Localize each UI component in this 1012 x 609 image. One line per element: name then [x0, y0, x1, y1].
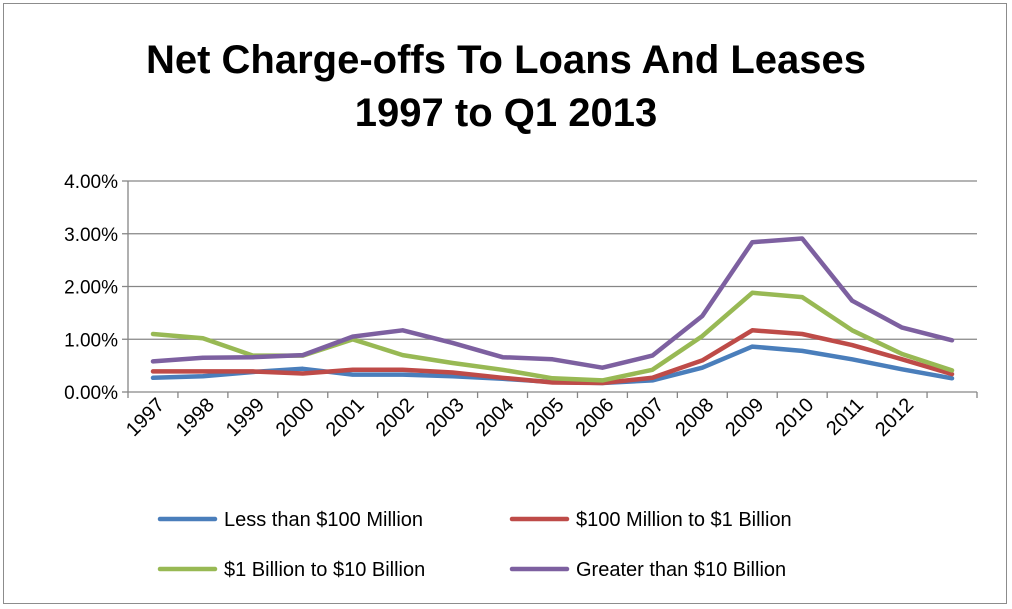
x-tick-label: 1999 — [222, 394, 269, 441]
series-line — [150, 236, 955, 370]
x-tick-label: 2002 — [372, 394, 419, 441]
y-tick-label: 3.00% — [64, 225, 118, 246]
x-tick-label: 2006 — [571, 394, 618, 441]
y-tick-label: 0.00% — [64, 383, 118, 404]
chart-title-line-1: Net Charge-offs To Loans And Leases — [145, 38, 867, 82]
chart-title: Net Charge-offs To Loans And Leases 1997… — [0, 34, 1012, 140]
legend-label: Greater than $10 Billion — [576, 559, 786, 581]
x-tick-label: 2010 — [771, 394, 818, 441]
x-tick-label: 2004 — [472, 394, 519, 441]
x-tick-label: 2011 — [822, 394, 868, 440]
x-tick-label: 2008 — [671, 394, 718, 441]
y-tick-label: 1.00% — [64, 330, 118, 351]
legend-label: $100 Million to $1 Billion — [576, 509, 792, 531]
legend-label: Less than $100 Million — [224, 509, 423, 531]
y-tick-label: 2.00% — [64, 278, 118, 299]
legend-label: $1 Billion to $10 Billion — [224, 559, 425, 581]
x-tick-label: 1998 — [172, 394, 219, 441]
chart-title-line-2: 1997 to Q1 2013 — [354, 91, 658, 135]
chart-area — [3, 3, 1007, 604]
x-tick-label: 2012 — [871, 394, 918, 441]
series-line — [150, 290, 955, 383]
x-tick-label: 2000 — [272, 394, 319, 441]
x-tick-label: 2001 — [322, 394, 369, 441]
x-tick-label: 2005 — [521, 394, 568, 441]
series-line — [150, 328, 955, 386]
x-tick-label: 2003 — [422, 394, 469, 441]
x-tick-label: 1997 — [122, 394, 169, 441]
y-tick-label: 4.00% — [64, 172, 118, 193]
x-tick-label: 2007 — [621, 394, 668, 441]
x-tick-label: 2009 — [721, 394, 768, 441]
